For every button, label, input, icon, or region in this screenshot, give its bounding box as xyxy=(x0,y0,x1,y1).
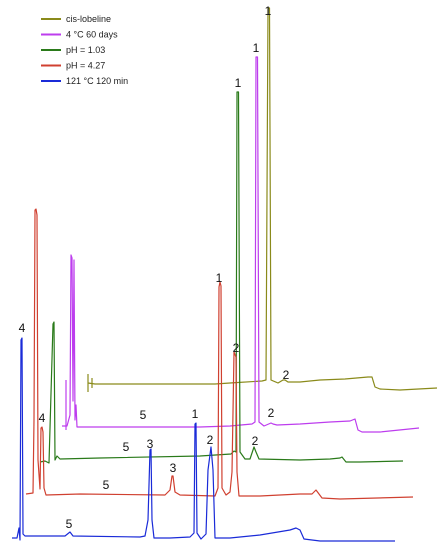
peak-label-121-degc-120-min-4: 5 xyxy=(66,517,73,531)
legend-label-ph-4-27: pH = 4.27 xyxy=(66,61,105,71)
peak-label-121-degc-120-min-3: 4 xyxy=(19,321,26,335)
legend-label-cis-lobeline: cis-lobeline xyxy=(66,14,111,24)
legend-label-4-degc-60-days: 4 °C 60 days xyxy=(66,30,118,40)
trace-ph-4-27 xyxy=(25,208,414,500)
peak-label-4-degc-60-days-2: 5 xyxy=(140,408,147,422)
peak-label-4-degc-60-days-0: 1 xyxy=(253,41,260,55)
peak-label-ph-1-03-2: 2 xyxy=(252,434,259,448)
peak-label-ph-1-03-0: 1 xyxy=(235,76,242,90)
peak-label-121-degc-120-min-0: 1 xyxy=(192,407,199,421)
trace-121-degc-120-min xyxy=(12,337,395,542)
peak-label-cis-lobeline-1: 2 xyxy=(283,368,290,382)
trace-ph-1-03 xyxy=(39,91,404,464)
legend-label-121-degc-120-min: 121 °C 120 min xyxy=(66,76,128,86)
peak-label-ph-4-27-2: 4 xyxy=(39,411,46,425)
chart-traces xyxy=(12,7,438,542)
peak-label-ph-1-03-3: 5 xyxy=(123,440,130,454)
peak-label-ph-4-27-1: 3 xyxy=(170,461,177,475)
chart-legend: cis-lobeline 4 °C 60 days pH = 1.03 pH = 4.… xyxy=(41,14,128,86)
legend-label-ph-1-03: pH = 1.03 xyxy=(66,45,105,55)
trace-cis-lobeline xyxy=(87,7,438,391)
peak-label-121-degc-120-min-2: 3 xyxy=(147,437,154,451)
peak-label-ph-1-03-1: 2 xyxy=(233,341,240,355)
peak-label-cis-lobeline-0: 1 xyxy=(265,4,272,18)
peak-label-ph-4-27-0: 1 xyxy=(216,271,223,285)
peak-label-121-degc-120-min-1: 2 xyxy=(207,433,214,447)
trace-4-degc-60-days xyxy=(62,56,420,433)
peak-label-4-degc-60-days-1: 2 xyxy=(268,406,275,420)
peak-label-ph-4-27-3: 5 xyxy=(103,478,110,492)
